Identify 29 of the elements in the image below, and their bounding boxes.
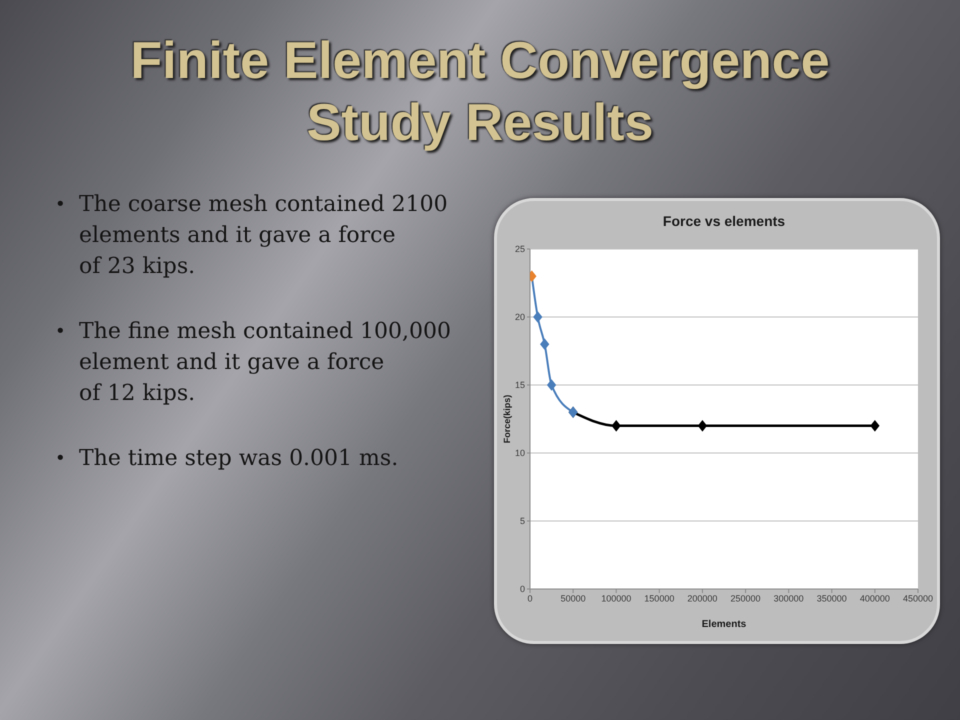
point — [533, 312, 542, 322]
text: • The time step was 0.001 ms. — [55, 445, 398, 473]
x-tick-label: 300000 — [774, 593, 804, 604]
x-tick-label: 100000 — [601, 593, 632, 604]
text: • The fine mesh contained 100,000 element and it gave a force of 12 kips. — [55, 318, 452, 408]
chart-subtitle: Force vs elements — [662, 213, 786, 229]
x-axis-title: Elements — [702, 619, 747, 630]
y-tick-label: 0 — [520, 584, 525, 594]
text: • The coarse mesh contained 2100 elements and it gave a force of 23 kips. — [55, 191, 448, 281]
x-tick-label: 200000 — [687, 593, 718, 604]
x-tick-label: 250000 — [730, 593, 761, 604]
y-axis-title: Force(kips) — [502, 394, 512, 444]
x-tick-label: 150000 — [644, 593, 674, 604]
y-tick-label: 15 — [514, 380, 525, 390]
y-tick-label: 10 — [514, 448, 525, 458]
x-tick-label: 350000 — [816, 593, 847, 604]
y-tick-label: 25 — [514, 244, 525, 254]
point — [870, 420, 880, 432]
point — [540, 338, 550, 350]
point — [547, 380, 556, 390]
point — [612, 420, 621, 432]
x-tick-label: 50000 — [560, 593, 586, 604]
y-tick-label: 20 — [514, 312, 525, 322]
x-tick-label: 450000 — [902, 593, 934, 604]
chart-title: Finite Element Convergence Study Results — [129, 31, 831, 154]
point — [698, 420, 707, 432]
x-tick-label: 0 — [527, 593, 533, 604]
x-tick-label: 400000 — [860, 593, 890, 604]
y-tick-label: 5 — [520, 516, 525, 526]
